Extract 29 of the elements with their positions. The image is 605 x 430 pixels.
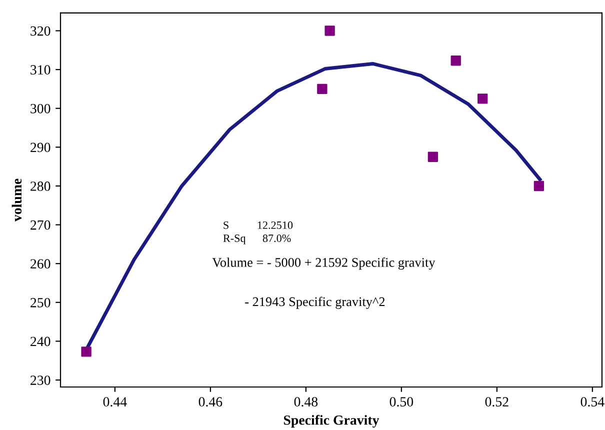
annotation: Volume = - 5000 + 21592 Specific gravity [212,257,436,270]
x-tick-label: 0.48 [294,397,318,407]
point [478,94,488,104]
x-axis-title: Specific Gravity [284,414,380,428]
y-tick-label: 320 [30,26,50,36]
point [324,26,335,36]
x-tick-label: 0.44 [103,397,127,407]
x-tick-label: 0.46 [198,397,222,407]
y-tick-label: 300 [30,104,50,114]
y-tick-label: 290 [30,142,50,152]
annotation: S 12.2510 [224,221,293,229]
point [450,56,461,66]
y-tick-label: 270 [30,220,50,230]
x-tick-label: 0.50 [390,397,414,407]
point [428,152,438,162]
point [534,180,544,192]
annotation: R-Sq 87.0% [223,234,291,244]
y-tick-label: 310 [30,65,50,75]
annotation: - 21943 Specific gravity^2 [245,296,385,309]
y-tick-label: 280 [30,182,50,191]
y-tick-label: 230 [30,376,50,385]
y-tick-label: 240 [30,336,50,346]
x-tick-label: 0.52 [485,397,508,407]
point [317,84,328,94]
y-tick-label: 260 [30,259,50,269]
x-tick-label: 0.54 [580,397,604,407]
y-axis-title: volume [12,178,22,222]
point [81,346,92,357]
y-tick-label: 250 [30,298,50,308]
